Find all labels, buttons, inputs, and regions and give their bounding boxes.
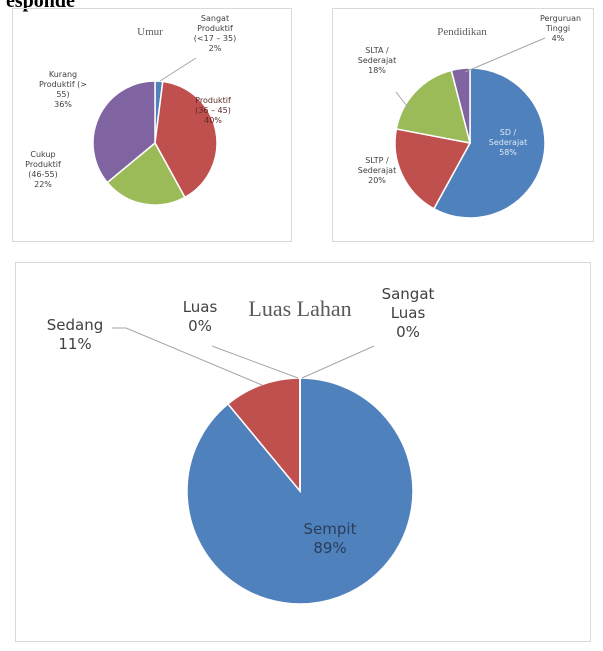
slice-name: Perguruan Tinggi xyxy=(540,14,582,33)
chart-frame xyxy=(12,8,292,242)
slice-name: SLTA / Sederajat xyxy=(357,46,397,65)
slice-name: Cukup Produktif (46-55) xyxy=(25,150,61,179)
chart-title: Pendidikan xyxy=(437,26,487,38)
slice-value: 89% xyxy=(313,538,347,557)
leader-line xyxy=(112,327,263,386)
chart-frame xyxy=(15,262,591,642)
pie-slice xyxy=(450,67,471,144)
leader-line xyxy=(395,91,411,111)
slice-value: 18% xyxy=(368,66,386,75)
data-label: Luas 0% xyxy=(170,298,230,336)
slice-value: 58% xyxy=(499,148,517,157)
pie-slice xyxy=(395,69,472,144)
slice-value: 40% xyxy=(204,116,222,125)
data-label: Sangat Luas 0% xyxy=(368,285,448,341)
slice-value: 22% xyxy=(34,180,52,189)
leader-line xyxy=(301,345,375,379)
pie-slice xyxy=(154,80,218,199)
data-label: SLTA / Sederajat 18% xyxy=(355,46,399,76)
slice-name: Sempit xyxy=(303,520,357,538)
chart-title: Luas Lahan xyxy=(248,296,352,321)
slice-value: 20% xyxy=(368,176,386,185)
chart-title: Umur xyxy=(137,26,163,38)
slice-name: SLTP / Sederajat xyxy=(357,156,397,175)
slice-name: Luas xyxy=(182,298,218,316)
slice-value: 0% xyxy=(396,322,420,341)
slice-value: 2% xyxy=(208,44,222,53)
data-label: Sangat Produktif (<17 – 35) 2% xyxy=(192,14,238,54)
data-label: Kurang Produktif (> 55) 36% xyxy=(38,70,88,110)
data-label: SLTP / Sederajat 20% xyxy=(355,156,399,186)
slice-name: Sedang xyxy=(46,316,104,334)
data-label: Sempit 89% xyxy=(285,520,375,558)
slice-name: Sangat Produktif (<17 – 35) xyxy=(193,14,237,43)
slice-name: SD / Sederajat xyxy=(488,128,528,147)
data-label: Produktif (36 – 45) 40% xyxy=(190,96,236,126)
data-label: Cukup Produktif (46-55) 22% xyxy=(20,150,66,190)
slice-value: 36% xyxy=(54,100,72,109)
data-label: Sedang 11% xyxy=(35,316,115,354)
slice-value: 0% xyxy=(188,316,212,335)
slice-value: 4% xyxy=(551,34,565,43)
heading: esponde xyxy=(6,0,75,12)
slice-name: Kurang Produktif (> 55) xyxy=(38,70,87,99)
chart-frame xyxy=(332,8,594,242)
data-label: SD / Sederajat 58% xyxy=(486,128,530,158)
pie-slice xyxy=(92,80,156,184)
pie-slice xyxy=(432,67,546,219)
leader-line xyxy=(159,57,197,82)
leader-line xyxy=(464,37,546,73)
pie-slice xyxy=(394,128,472,210)
pie-slice xyxy=(106,141,186,206)
slice-name: Sangat Luas xyxy=(381,285,435,322)
leader-line xyxy=(211,345,299,379)
slice-value: 11% xyxy=(58,334,92,353)
slice-name: Produktif (36 – 45) xyxy=(195,96,231,115)
data-label: Perguruan Tinggi 4% xyxy=(540,14,582,44)
